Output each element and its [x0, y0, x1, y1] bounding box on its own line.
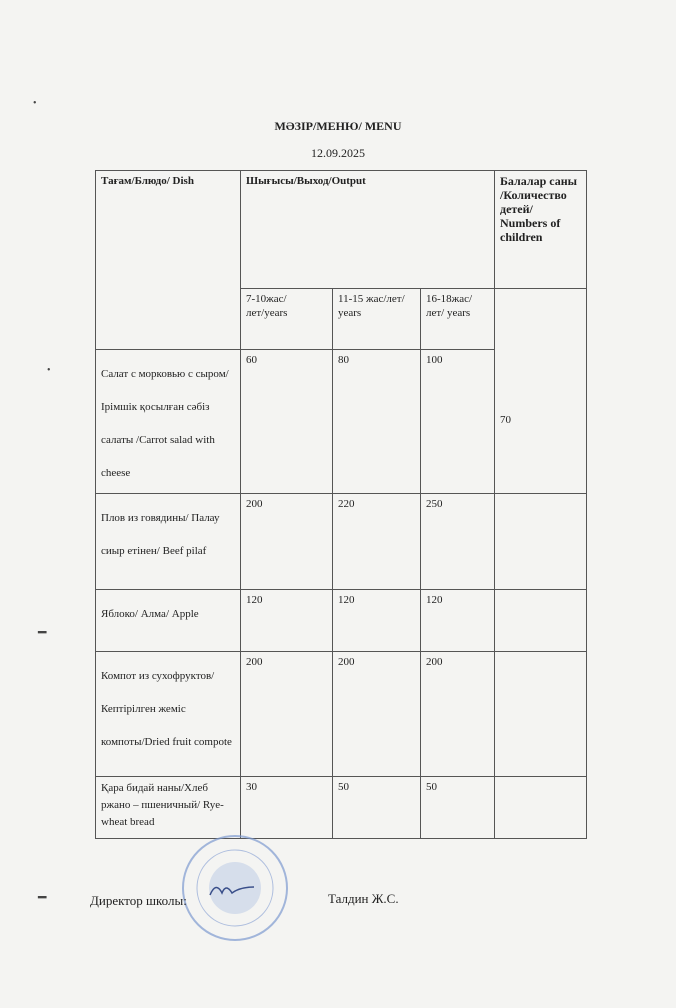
header-output: Шығысы/Выход/Output	[240, 170, 495, 289]
signature	[209, 886, 255, 896]
empty-cell	[494, 493, 587, 590]
portion-16-18: 250	[420, 493, 495, 590]
portion-7-10: 30	[240, 776, 333, 839]
portion-16-18: 50	[420, 776, 495, 839]
header-children: Балалар саны /Количество детей/ Numbers …	[494, 170, 587, 289]
punch-mark: ━	[38, 626, 47, 641]
menu-table: Тағам/Блюдо/ Dish Шығысы/Выход/Output Ба…	[95, 170, 587, 839]
dish-name: Қара бидай наны/Хлеб ржано – пшеничный/ …	[95, 776, 241, 839]
header-dish: Тағам/Блюдо/ Dish	[95, 170, 241, 350]
table-row: Плов из говядины/ Палау сиыр етінен/ Bee…	[95, 493, 587, 590]
portion-11-15: 220	[332, 493, 421, 590]
portion-11-15: 120	[332, 589, 421, 652]
punch-mark: •	[33, 98, 37, 109]
empty-cell	[494, 651, 587, 777]
empty-cell	[494, 776, 587, 839]
document-title: МӘЗІР/МЕНЮ/ MENU	[274, 119, 402, 133]
school-stamp	[182, 835, 288, 941]
dish-name: Яблоко/ Алма/ Apple	[95, 589, 241, 652]
dish-name: Плов из говядины/ Палау сиыр етінен/ Bee…	[95, 493, 241, 590]
table-row: Салат с морковью с сыром/ Ірімшік қосылғ…	[95, 349, 587, 494]
director-name: Талдин Ж.С.	[328, 891, 399, 906]
punch-mark: •	[47, 365, 51, 376]
portion-11-15: 80	[332, 349, 421, 494]
header-age-11-15: 11-15 жас/лет/ years	[332, 288, 421, 350]
portion-16-18: 100	[420, 349, 495, 494]
table-row: Компот из сухофруктов/ Кептірілген жеміс…	[95, 651, 587, 777]
dish-name: Салат с морковью с сыром/ Ірімшік қосылғ…	[95, 349, 241, 494]
portion-7-10: 200	[240, 493, 333, 590]
portion-7-10: 120	[240, 589, 333, 652]
table-row: Яблоко/ Алма/ Apple 120 120 120	[95, 589, 587, 652]
portion-11-15: 50	[332, 776, 421, 839]
table-row: Қара бидай наны/Хлеб ржано – пшеничный/ …	[95, 776, 587, 839]
children-count: 70	[494, 288, 587, 494]
document-date: 12.09.2025	[311, 146, 365, 160]
portion-11-15: 200	[332, 651, 421, 777]
director-label: Директор школы:	[90, 893, 187, 908]
portion-7-10: 60	[240, 349, 333, 494]
portion-7-10: 200	[240, 651, 333, 777]
header-age-16-18: 16-18жас/лет/ years	[420, 288, 495, 350]
dish-name: Компот из сухофруктов/ Кептірілген жеміс…	[95, 651, 241, 777]
portion-16-18: 200	[420, 651, 495, 777]
portion-16-18: 120	[420, 589, 495, 652]
header-age-7-10: 7-10жас/лет/years	[240, 288, 333, 350]
punch-mark: ━	[38, 891, 47, 906]
empty-cell	[494, 589, 587, 652]
